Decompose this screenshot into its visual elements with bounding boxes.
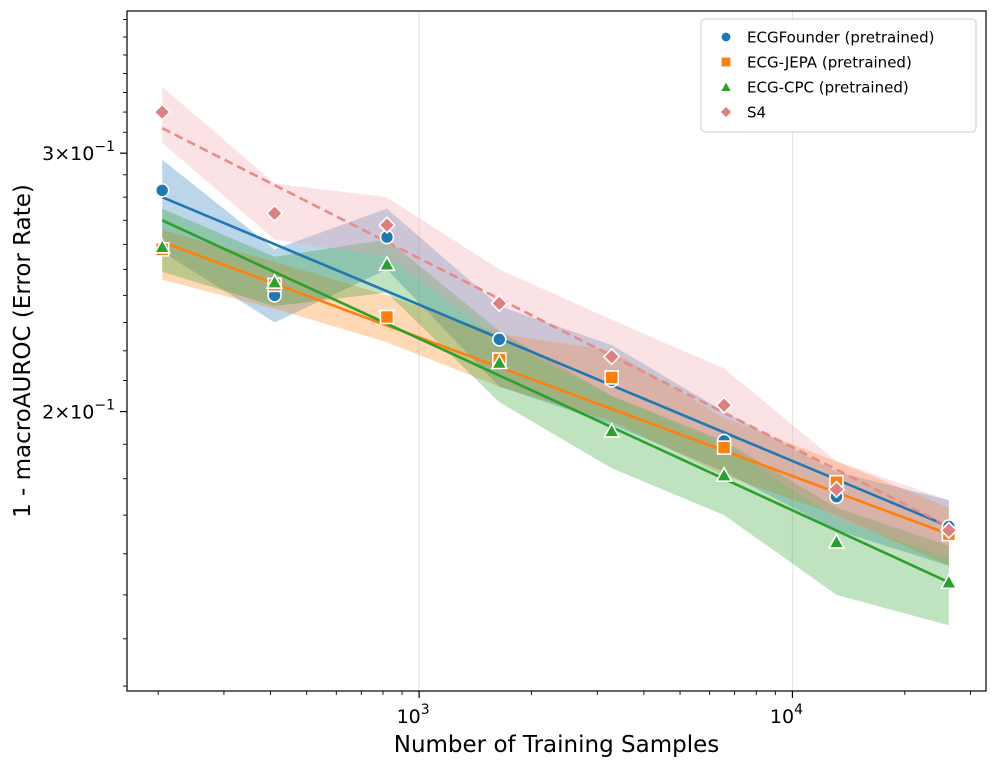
y-tick-times: × [54, 402, 70, 424]
series-3-points [153, 103, 958, 540]
data-point [602, 421, 621, 438]
data-point [715, 466, 733, 482]
data-point [602, 347, 621, 366]
legend-item: S4 [718, 104, 766, 122]
y-tick-label: 3×10−1 [42, 139, 115, 165]
fit-line-0 [161, 195, 950, 528]
data-point [153, 237, 172, 254]
data-point [827, 480, 846, 499]
x-axis-label: Number of Training Samples [394, 732, 719, 758]
legend-item: ECG-JEPA (pretrained) [719, 54, 912, 72]
x-tick-label: 103 [397, 702, 430, 728]
legend-box [700, 18, 977, 133]
y-tick-times: × [54, 143, 70, 165]
data-point [153, 103, 172, 121]
y-axis: 3×10−12×10−1 [42, 19, 127, 687]
y-tick-mant: 2 [42, 402, 54, 424]
x-tick-base: 10 [770, 706, 794, 728]
data-point [492, 332, 507, 347]
data-point [265, 204, 284, 223]
y-tick-base: 10 [70, 402, 94, 424]
data-point [490, 353, 509, 370]
legend-label: ECG-CPC (pretrained) [747, 79, 909, 97]
data-point [716, 440, 732, 455]
data-point [715, 396, 734, 415]
legend-item: ECGFounder (pretrained) [719, 29, 935, 47]
data-point [940, 573, 958, 590]
legend-item: ECG-CPC (pretrained) [718, 79, 909, 97]
fit-line-1 [161, 240, 950, 536]
x-axis: 103 104 [157, 691, 971, 728]
band-3 [162, 86, 949, 558]
y-tick-label: 2×10−1 [42, 398, 115, 424]
data-point [379, 309, 395, 325]
fit-line-2 [161, 219, 950, 584]
legend-label: ECG-JEPA (pretrained) [747, 54, 912, 72]
data-point [490, 294, 509, 313]
data-point [604, 370, 620, 385]
series-2-points [153, 237, 958, 590]
data-point [939, 521, 958, 540]
legend: ECGFounder (pretrained) ECG-JEPA (pretrai… [700, 18, 977, 133]
legend-marker [719, 55, 732, 68]
y-tick-exp: −1 [94, 139, 115, 155]
fit-line-3 [161, 127, 950, 528]
legend-label: S4 [747, 104, 766, 122]
band-2 [162, 208, 949, 626]
y-axis-label: 1 - macroAUROC (Error Rate) [10, 184, 36, 518]
legend-label: ECGFounder (pretrained) [747, 29, 935, 47]
data-point [827, 532, 846, 549]
x-tick-base: 10 [397, 706, 421, 728]
data-point [154, 183, 170, 198]
data-point [378, 255, 396, 272]
x-tick-exp: 4 [794, 702, 803, 718]
y-tick-exp: −1 [94, 398, 115, 414]
legend-marker [719, 30, 732, 43]
plot-content [153, 86, 958, 626]
x-tick-exp: 3 [421, 702, 430, 718]
data-point [378, 216, 396, 235]
x-tick-label: 104 [770, 702, 803, 728]
y-tick-mant: 3 [42, 143, 54, 165]
legend-marker [718, 79, 734, 93]
y-tick-base: 10 [70, 143, 94, 165]
legend-marker [718, 104, 734, 120]
data-point [265, 273, 284, 290]
